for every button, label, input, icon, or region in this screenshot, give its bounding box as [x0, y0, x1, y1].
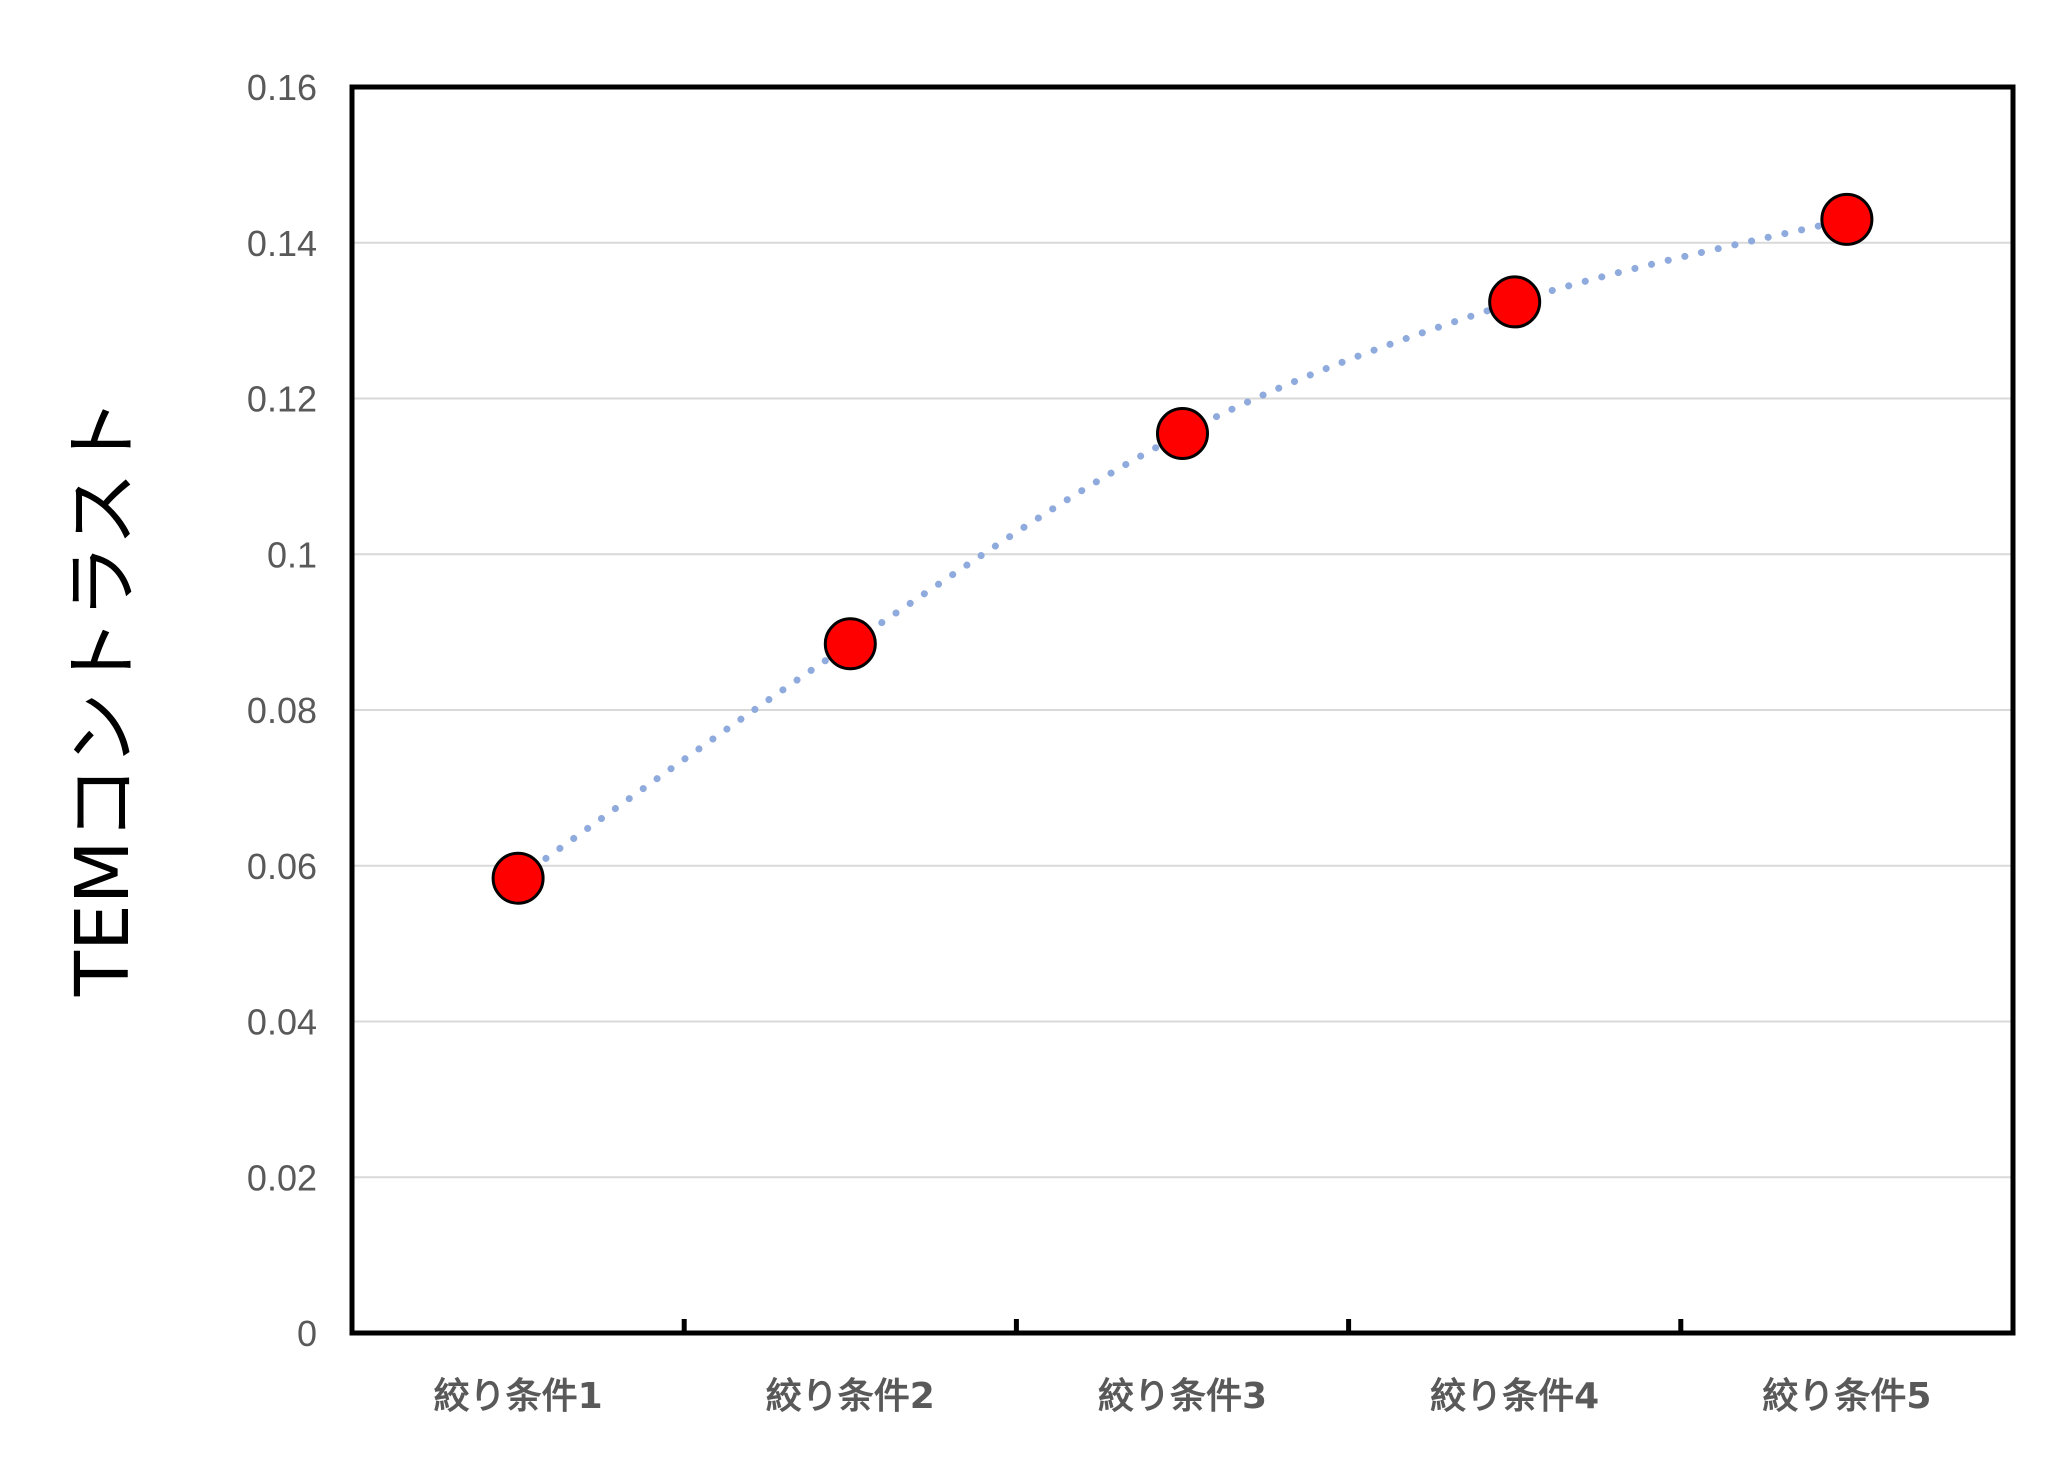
x-category-label: 絞り条件1 [434, 1376, 603, 1417]
x-category-label: 絞り条件5 [1762, 1376, 1931, 1417]
grid-lines [352, 241, 2013, 1179]
y-tick-label: 0.02 [247, 1157, 317, 1198]
x-axis-ticks [681, 1319, 1684, 1333]
data-point-4 [1488, 275, 1542, 329]
x-category-label: 絞り条件3 [1098, 1376, 1267, 1417]
y-tick-label: 0.12 [247, 379, 317, 420]
data-point-3 [1156, 407, 1209, 461]
x-category-label: 絞り条件4 [1430, 1376, 1599, 1417]
x-axis-category-labels: 絞り条件1 絞り条件2 絞り条件3 絞り条件4 絞り条件5 [434, 1376, 1932, 1417]
data-point-5 [1820, 192, 1874, 246]
data-point-2 [823, 617, 877, 671]
x-category-label: 絞り条件2 [766, 1376, 935, 1417]
y-tick-label: 0.1 [267, 534, 317, 575]
data-point-1 [491, 851, 545, 905]
y-axis-title: TEMコントラスト [60, 398, 146, 997]
y-tick-label: 0.14 [247, 223, 317, 264]
trendline [514, 215, 1851, 882]
y-tick-label: 0.04 [247, 1002, 317, 1043]
plot-area-frame [349, 84, 2016, 1336]
data-points [491, 192, 1874, 905]
y-tick-label: 0 [297, 1313, 317, 1354]
y-tick-label: 0.08 [247, 690, 317, 731]
y-tick-label: 0.06 [247, 846, 317, 887]
y-tick-label: 0.16 [247, 67, 317, 108]
trendline-layer [514, 215, 1851, 882]
y-axis-tick-labels: 0 0.02 0.04 0.06 0.08 0.1 0.12 0.14 0.16 [247, 67, 317, 1354]
